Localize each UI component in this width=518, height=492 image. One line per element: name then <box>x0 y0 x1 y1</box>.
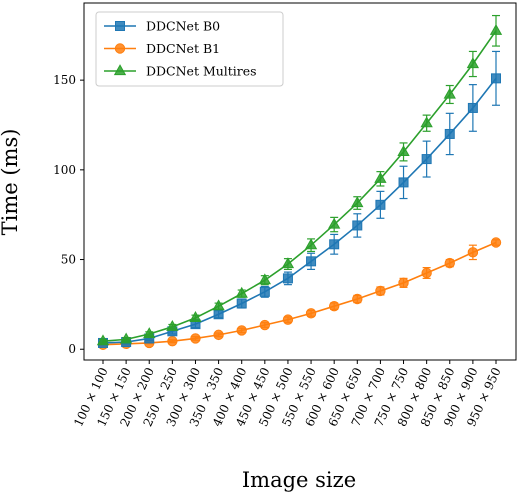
data-point <box>259 286 270 297</box>
legend-item: DDCNet Multires <box>104 64 257 79</box>
data-point <box>467 247 479 258</box>
y-tick-label: 100 <box>53 163 76 177</box>
data-point <box>329 239 340 250</box>
data-point <box>328 300 340 312</box>
series-ddcnet-multires <box>96 14 503 346</box>
data-point <box>397 145 410 156</box>
legend-marker <box>113 64 127 76</box>
data-point <box>421 267 432 279</box>
legend-label: DDCNet B1 <box>146 41 220 56</box>
data-point <box>306 256 317 267</box>
data-point <box>490 237 502 248</box>
data-point <box>189 311 202 322</box>
data-point <box>305 308 317 319</box>
data-point <box>282 314 294 325</box>
x-axis-title: Image size <box>242 468 356 492</box>
data-point <box>398 277 409 289</box>
series-ddcnet-b1 <box>97 237 502 350</box>
data-point <box>352 293 363 305</box>
data-point <box>443 87 456 99</box>
data-point <box>466 57 480 69</box>
data-point <box>491 73 501 84</box>
y-tick-label: 50 <box>61 253 76 267</box>
data-point <box>212 299 225 311</box>
legend-marker <box>115 21 125 31</box>
data-point <box>375 199 386 210</box>
data-point <box>328 217 341 229</box>
data-point <box>375 285 386 297</box>
legend: DDCNet B0 DDCNet B1 DDCNet Multires <box>95 11 284 87</box>
data-point <box>444 257 455 269</box>
data-point <box>351 196 364 208</box>
y-axis-title: Time (ms) <box>0 129 22 236</box>
data-point <box>213 329 224 341</box>
data-point <box>258 273 271 285</box>
data-point <box>420 116 433 128</box>
legend-marker <box>114 43 126 54</box>
data-point <box>489 23 503 35</box>
data-point <box>304 238 318 250</box>
data-point <box>190 333 201 344</box>
series-line <box>102 77 497 344</box>
legend-item: DDCNet B0 <box>104 19 220 34</box>
data-point <box>421 154 432 165</box>
data-point <box>167 335 178 347</box>
data-point <box>259 319 271 331</box>
data-point <box>236 325 247 336</box>
data-point <box>467 102 478 113</box>
data-point <box>119 332 133 344</box>
y-tick-label: 0 <box>68 342 76 356</box>
data-point <box>281 257 295 269</box>
plot-marks <box>96 14 503 350</box>
legend-label: DDCNet Multires <box>146 64 257 79</box>
data-point <box>374 171 387 183</box>
legend-box <box>95 11 284 87</box>
data-point <box>213 309 224 320</box>
data-point <box>352 220 363 231</box>
data-point <box>143 327 156 339</box>
plot-frame <box>83 2 517 361</box>
data-point <box>282 273 293 284</box>
data-point <box>96 334 110 346</box>
data-point <box>235 286 248 298</box>
data-point <box>444 128 455 139</box>
y-tick-label: 150 <box>53 73 76 87</box>
data-point <box>236 298 247 309</box>
series-ddcnet-b0 <box>98 50 501 348</box>
legend-item: DDCNet B1 <box>104 41 220 56</box>
legend-label: DDCNet B0 <box>146 19 220 34</box>
y-axis: 0 50 100 150 <box>53 73 84 356</box>
data-point <box>166 319 179 331</box>
data-point <box>398 177 409 188</box>
